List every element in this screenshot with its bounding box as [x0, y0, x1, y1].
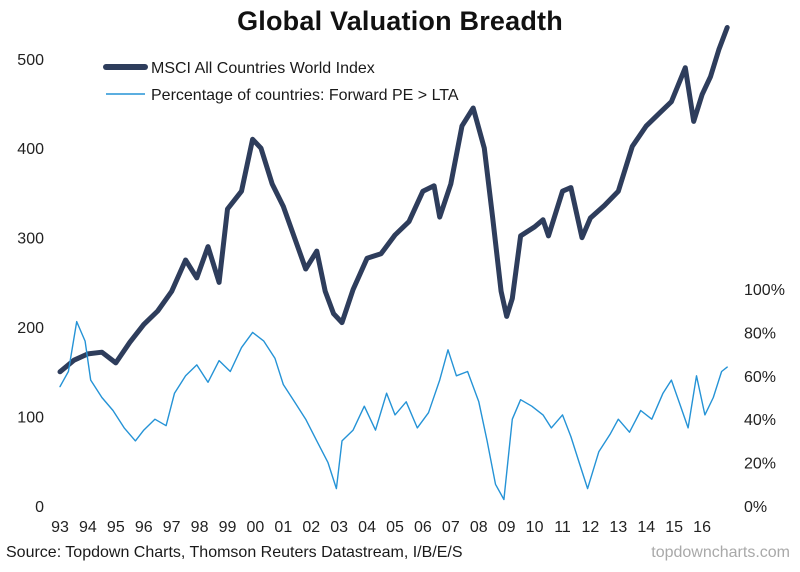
- x-tick-label: 99: [219, 519, 237, 536]
- x-tick-label: 98: [191, 519, 209, 536]
- right-tick-label: 40%: [744, 412, 776, 429]
- x-tick-label: 00: [247, 519, 265, 536]
- legend-label-msci: MSCI All Countries World Index: [151, 60, 375, 77]
- x-tick-label: 16: [693, 519, 711, 536]
- right-tick-label: 100%: [744, 282, 785, 299]
- x-tick-label: 08: [470, 519, 488, 536]
- x-tick-label: 11: [554, 519, 571, 536]
- x-tick-label: 12: [582, 519, 600, 536]
- x-tick-label: 05: [386, 519, 404, 536]
- x-tick-label: 10: [526, 519, 544, 536]
- left-tick-label: 200: [17, 320, 44, 337]
- x-tick-label: 01: [274, 519, 292, 536]
- x-tick-label: 95: [107, 519, 125, 536]
- x-tick-label: 02: [302, 519, 320, 536]
- left-tick-label: 100: [17, 410, 44, 427]
- right-tick-label: 60%: [744, 369, 776, 386]
- x-tick-label: 15: [665, 519, 683, 536]
- series-line-percentage: [59, 320, 728, 501]
- right-tick-label: 0%: [744, 499, 767, 516]
- chart-title: Global Valuation Breadth: [237, 6, 563, 36]
- x-axis: 93 94 95 96 97 98 99 00 01 02 03 04 05 06 07 08 09 10 11 12…: [51, 519, 711, 536]
- right-tick-label: 20%: [744, 456, 776, 473]
- x-tick-label: 13: [609, 519, 627, 536]
- series-layer: [57, 25, 730, 501]
- x-tick-label: 07: [442, 519, 460, 536]
- x-tick-label: 09: [498, 519, 516, 536]
- left-tick-label: 400: [17, 141, 44, 158]
- right-tick-label: 80%: [744, 325, 776, 342]
- x-tick-label: 93: [51, 519, 69, 536]
- left-axis: 0 100 200 300 400 500: [17, 52, 44, 516]
- series-line-msci: [57, 25, 730, 375]
- left-tick-label: 0: [35, 499, 44, 516]
- x-tick-label: 14: [637, 519, 655, 536]
- source-note: Source: Topdown Charts, Thomson Reuters …: [6, 544, 463, 561]
- x-tick-label: 06: [414, 519, 432, 536]
- legend-label-percentage: Percentage of countries: Forward PE > LT…: [151, 87, 459, 104]
- x-tick-label: 03: [330, 519, 348, 536]
- x-tick-label: 04: [358, 519, 376, 536]
- x-tick-label: 96: [135, 519, 153, 536]
- legend: MSCI All Countries World Index Percentag…: [103, 60, 459, 104]
- x-tick-label: 94: [79, 519, 97, 536]
- x-tick-label: 97: [163, 519, 181, 536]
- watermark: topdowncharts.com: [651, 544, 790, 561]
- left-tick-label: 300: [17, 231, 44, 248]
- right-axis: 0% 20% 40% 60% 80% 100%: [744, 282, 785, 516]
- left-tick-label: 500: [17, 52, 44, 69]
